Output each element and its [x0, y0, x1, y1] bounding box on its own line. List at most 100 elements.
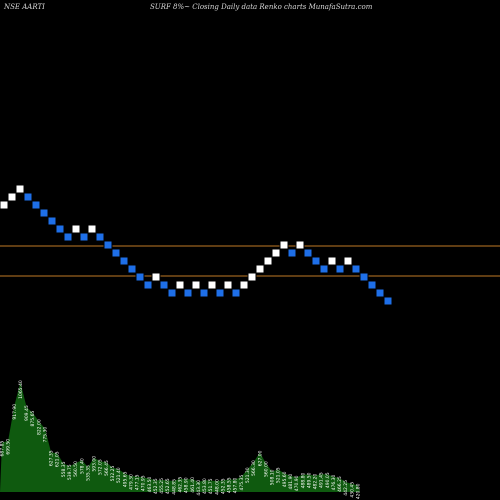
volume-label: 508.10 — [270, 469, 276, 485]
volume-label: 482.20 — [313, 473, 319, 489]
renko-brick-down — [215, 288, 225, 298]
volume-label: 455.25 — [159, 478, 165, 494]
volume-label: 489.50 — [306, 472, 312, 488]
volume-label: 578.40 — [79, 458, 85, 474]
volume-label: 521.30 — [245, 467, 251, 483]
renko-brick-down — [47, 216, 57, 226]
volume-label: 458.55 — [227, 477, 233, 493]
volume-label: 558.35 — [61, 461, 67, 477]
volume-label: 539.75 — [67, 464, 73, 480]
renko-brick-up — [191, 280, 201, 290]
volume-label: 430.45 — [349, 482, 355, 498]
renko-brick-up — [71, 224, 81, 234]
volume-label: 875.65 — [30, 411, 36, 427]
volume-label: 490.05 — [325, 472, 331, 488]
volume-label: 687.85 — [0, 441, 6, 457]
renko-brick-down — [231, 288, 241, 298]
renko-brick-up — [223, 280, 233, 290]
volume-label: 477.15 — [135, 474, 141, 490]
volume-area — [0, 382, 360, 492]
renko-brick-down — [119, 256, 129, 266]
volume-label: 458.90 — [184, 477, 190, 493]
renko-brick-up — [239, 280, 249, 290]
chart-title: SURF 8%~ Closing Daily data Renko charts… — [150, 3, 373, 11]
volume-label: 1065.40 — [18, 380, 24, 399]
renko-brick-up — [87, 224, 97, 234]
volume-label: 448.00 — [214, 479, 220, 495]
renko-brick-up — [327, 256, 337, 266]
renko-brick-down — [143, 280, 153, 290]
volume-label: 476.30 — [331, 474, 337, 490]
volume-label: 452.65 — [165, 478, 171, 494]
volume-label: 532.25 — [110, 465, 116, 481]
renko-brick-down — [111, 248, 121, 258]
volume-label: 488.80 — [300, 472, 306, 488]
renko-brick-up — [263, 256, 273, 266]
volume-label: 560.50 — [73, 461, 79, 477]
renko-brick-down — [351, 264, 361, 274]
renko-brick-down — [39, 208, 49, 218]
renko-brick-down — [367, 280, 377, 290]
renko-brick-down — [303, 248, 313, 258]
volume-label: 461.40 — [190, 477, 196, 493]
renko-brick-down — [359, 272, 369, 282]
volume-label: 457.80 — [233, 477, 239, 493]
volume-label: 572.05 — [98, 459, 104, 475]
volume-label: 822.00 — [36, 419, 42, 435]
volume-label: 481.90 — [288, 474, 294, 490]
volume-label: 560.00 — [263, 461, 269, 477]
volume-label: 909.45 — [24, 405, 30, 421]
volume-label: 475.35 — [239, 475, 245, 491]
volume-label: 442.25 — [343, 480, 349, 496]
renko-brick-up — [295, 240, 305, 250]
renko-brick-down — [159, 280, 169, 290]
renko-brick-down — [127, 264, 137, 274]
renko-brick-down — [63, 232, 73, 242]
volume-label: 470.95 — [141, 475, 147, 491]
renko-brick-down — [335, 264, 345, 274]
renko-brick-up — [207, 280, 217, 290]
renko-brick-down — [319, 264, 329, 274]
volume-label: 448.85 — [171, 479, 177, 495]
renko-brick-down — [23, 192, 33, 202]
renko-brick-down — [199, 288, 209, 298]
renko-brick-down — [383, 296, 393, 306]
volume-label: 463.50 — [147, 476, 153, 492]
volume-label: 699.50 — [6, 439, 12, 455]
volume-label: 466.25 — [337, 476, 343, 492]
renko-brick-down — [95, 232, 105, 242]
renko-brick-down — [55, 224, 65, 234]
volume-label: 452.35 — [221, 478, 227, 494]
volume-label: 521.40 — [116, 467, 122, 483]
volume-label: 470.90 — [294, 475, 300, 491]
renko-brick-up — [15, 184, 25, 194]
renko-brick-up — [175, 280, 185, 290]
renko-brick-up — [0, 200, 9, 210]
volume-label: 420.80 — [356, 483, 362, 499]
renko-brick-down — [103, 240, 113, 250]
volume-label: 566.30 — [251, 460, 257, 476]
volume-label: 627.00 — [257, 450, 263, 466]
renko-brick-down — [287, 248, 297, 258]
renko-brick-up — [7, 192, 17, 202]
renko-brick-down — [135, 272, 145, 282]
volume-label: 453.80 — [202, 478, 208, 494]
volume-label: 495.60 — [282, 471, 288, 487]
renko-brick-up — [247, 272, 257, 282]
renko-brick-up — [151, 272, 161, 282]
volume-label: 479.30 — [128, 474, 134, 490]
chart-symbol: NSE AARTI — [4, 3, 45, 11]
volume-label: 621.05 — [55, 451, 61, 467]
renko-brick-up — [255, 264, 265, 274]
volume-label: 521.05 — [276, 467, 282, 483]
volume-label: 535.35 — [85, 465, 91, 481]
renko-brick-down — [311, 256, 321, 266]
renko-brick-up — [271, 248, 281, 258]
volume-label: 917.90 — [12, 404, 18, 420]
renko-brick-down — [183, 288, 193, 298]
volume-label: 491.45 — [319, 472, 325, 488]
renko-brick-down — [167, 288, 177, 298]
volume-label: 462.35 — [178, 477, 184, 493]
